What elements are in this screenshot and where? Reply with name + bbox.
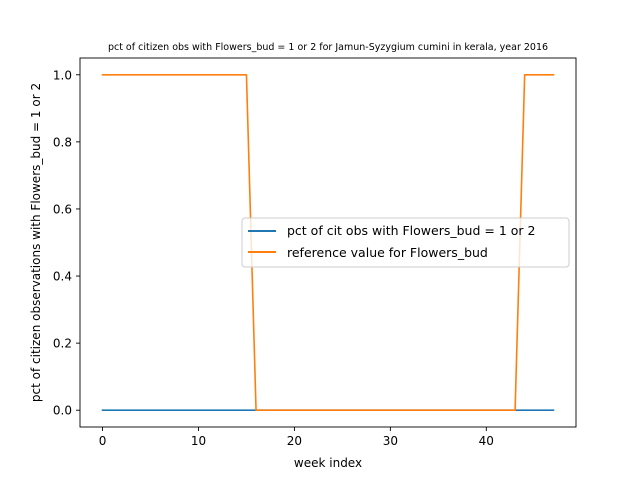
x-tick-label: 30 <box>383 434 398 448</box>
x-axis-label: week index <box>294 456 362 470</box>
x-tick-label: 0 <box>99 434 107 448</box>
y-axis-label: pct of citizen observations with Flowers… <box>29 83 43 402</box>
legend: pct of cit obs with Flowers_bud = 1 or 2… <box>241 217 570 268</box>
axes-frame <box>79 57 577 428</box>
legend-box <box>241 217 570 268</box>
legend-label-series-0: pct of cit obs with Flowers_bud = 1 or 2 <box>287 223 535 238</box>
y-tick-label: 0.4 <box>53 270 72 284</box>
y-tick-label: 0.6 <box>53 202 72 216</box>
series-line-1 <box>101 73 555 412</box>
x-tick-label: 10 <box>191 434 206 448</box>
x-tick-label: 40 <box>479 434 494 448</box>
y-tick-label: 0.8 <box>53 135 72 149</box>
y-tick-label: 1.0 <box>53 68 72 82</box>
legend-label-series-1: reference value for Flowers_bud <box>287 245 488 260</box>
x-axis: 0 10 20 30 40 <box>99 427 494 448</box>
y-tick-label: 0.2 <box>53 337 72 351</box>
series-layer <box>101 73 555 412</box>
x-tick-label: 20 <box>287 434 302 448</box>
y-axis: 0.0 0.2 0.4 0.6 0.8 1.0 <box>53 68 80 418</box>
y-tick-label: 0.0 <box>53 404 72 418</box>
chart-title: pct of citizen obs with Flowers_bud = 1 … <box>108 42 548 53</box>
